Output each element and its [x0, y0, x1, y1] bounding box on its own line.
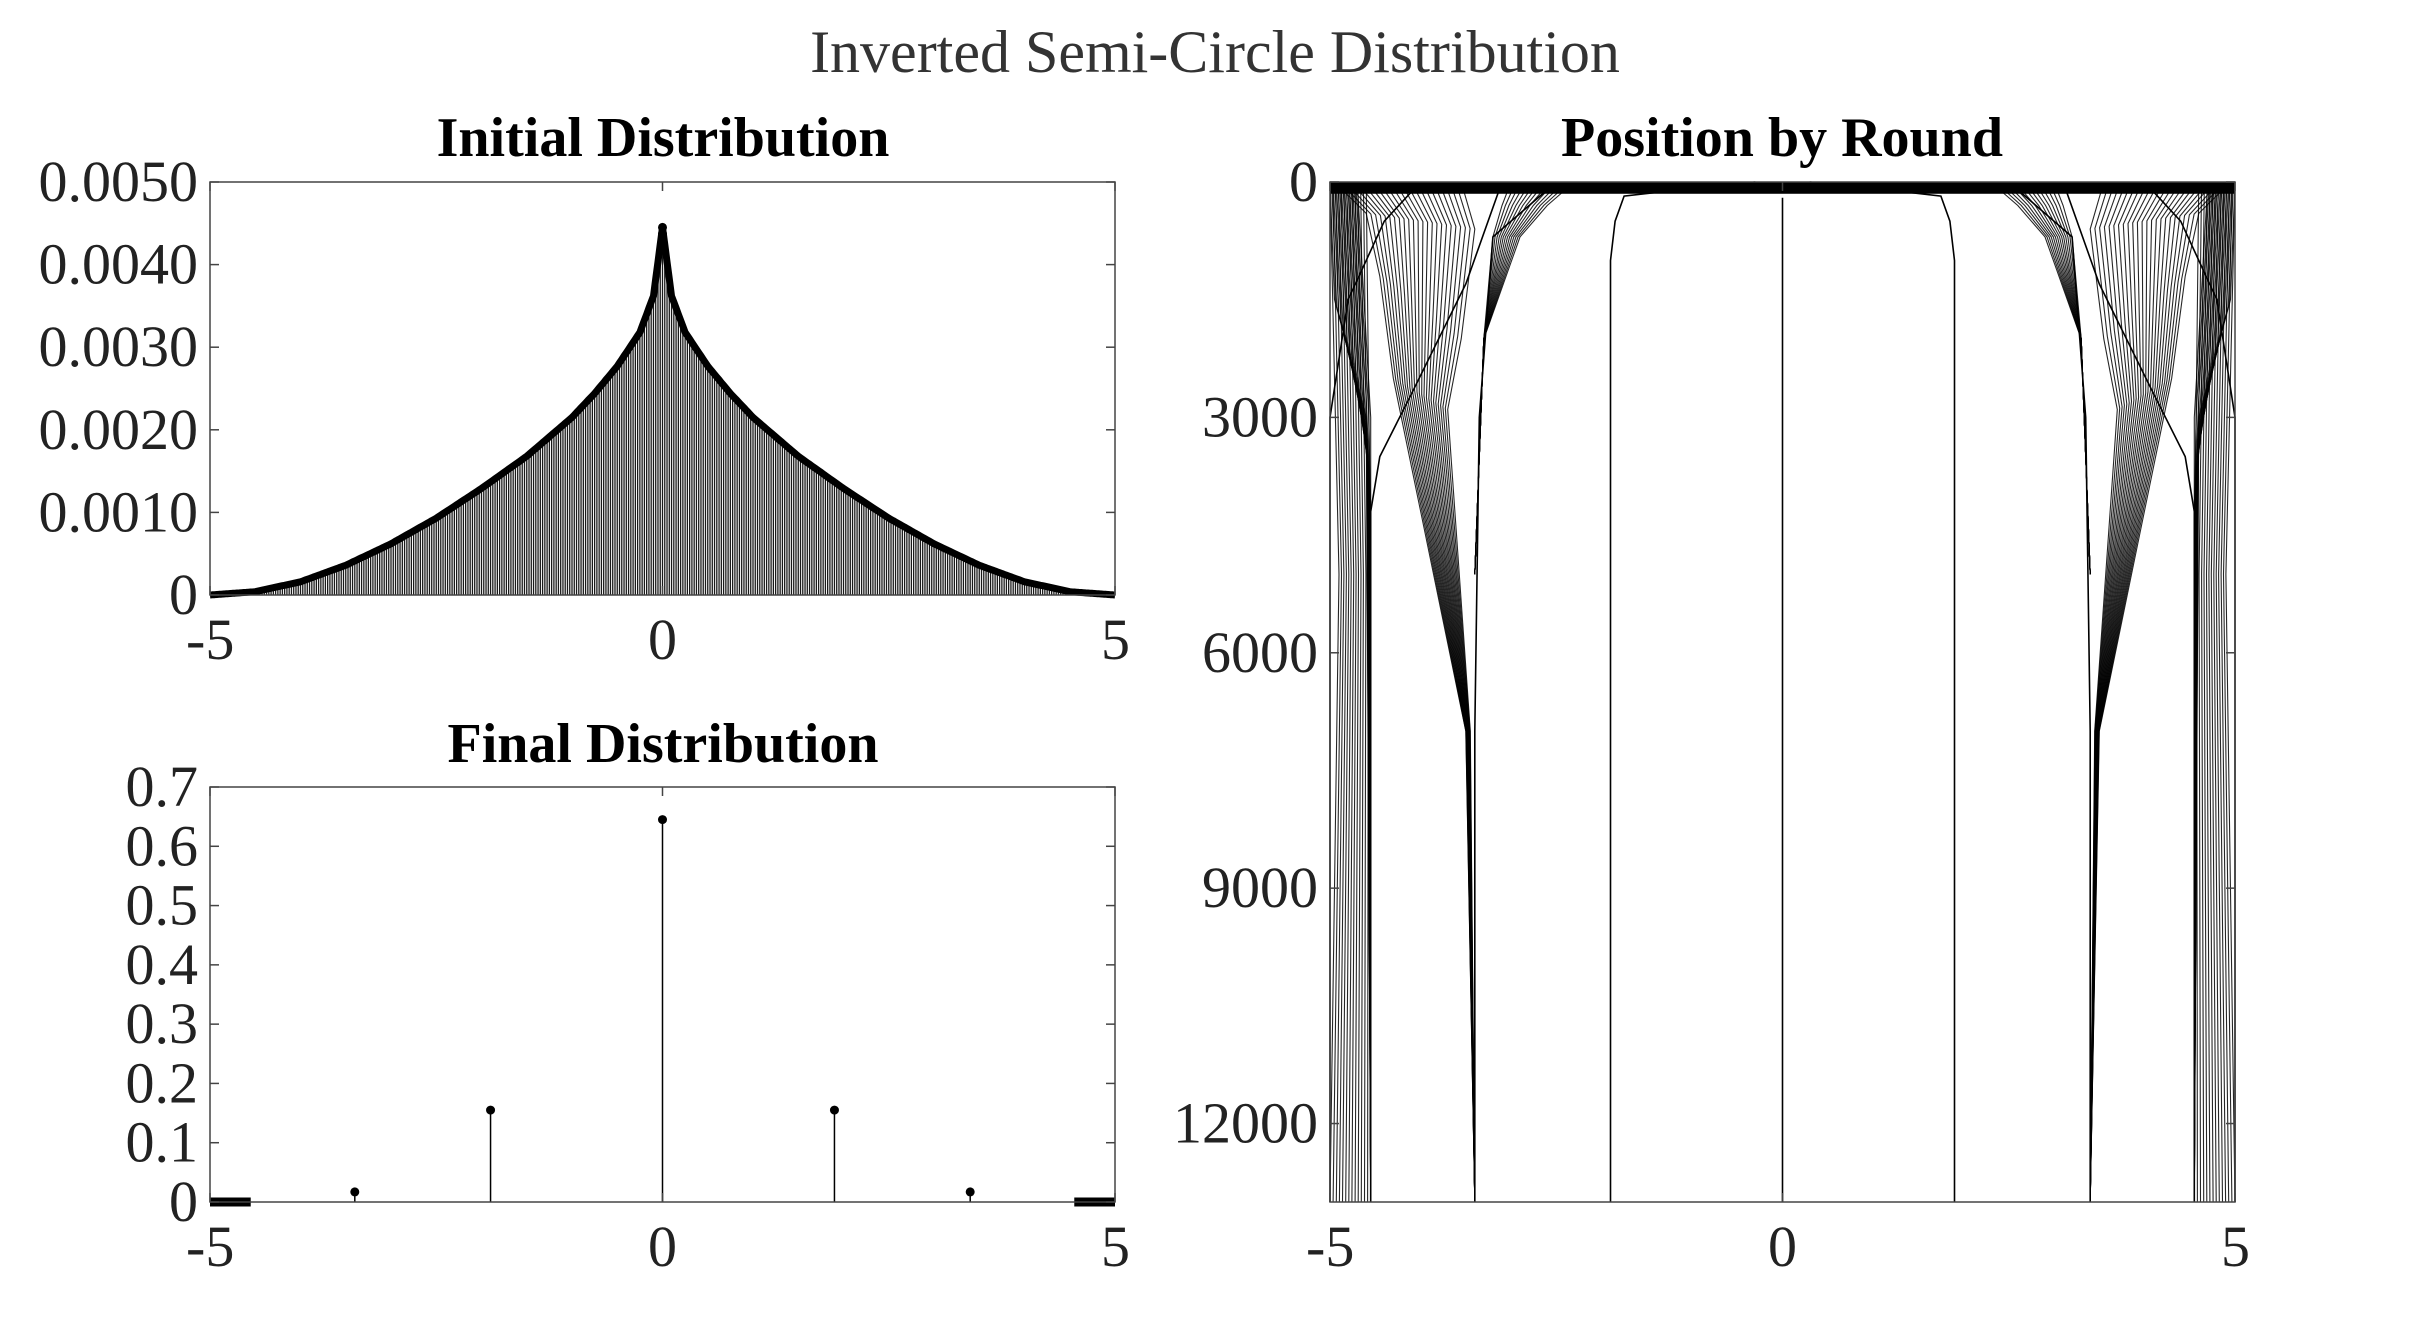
- trajectory-bundle-left-edge: [1348, 181, 1357, 1203]
- trajectory-bundle-left-edge: [1343, 181, 1352, 1203]
- trajectory-bundle-right-edge: [2198, 181, 2205, 1203]
- trajectory-bundle-right-mid: [2053, 181, 2091, 575]
- final-y-tick-label: 0.7: [126, 754, 199, 819]
- rounds-y-tick-label: 3000: [1202, 384, 1318, 449]
- trajectory-bundle-left-edge: [1337, 181, 1347, 1203]
- trajectory-bundle-right-edge: [2222, 181, 2233, 1203]
- final-stem-marker: [486, 1105, 496, 1115]
- initial-x-tick-label: -5: [186, 607, 234, 672]
- initial-distribution-panel: Initial Distribution -5 0 500.00100.00200.…: [39, 107, 1131, 672]
- initial-peak-marker: [658, 222, 667, 232]
- rounds-x-tick-label: 5: [2221, 1214, 2250, 1279]
- trajectory-bundle-right-edge: [2193, 181, 2200, 1202]
- final-y-tick-label: 0.2: [126, 1050, 199, 1115]
- rounds-x-tick-label: 0: [1768, 1214, 1797, 1279]
- initial-y-tick-label: 0.0030: [39, 314, 199, 379]
- trajectory-bundle-left-edge: [1365, 181, 1372, 1202]
- rounds-y-tick-label: 0: [1289, 149, 1318, 214]
- trajectory-bundle-right-edge: [2215, 181, 2225, 1203]
- initial-distribution-title: Initial Distribution: [437, 107, 890, 169]
- figure-title: Inverted Semi-Circle Distribution: [810, 19, 1620, 85]
- final-y-tick-label: 0.3: [126, 991, 199, 1056]
- rounds-y-tick-label: 9000: [1202, 855, 1318, 920]
- trajectory-bundle-left-edge: [1346, 181, 1355, 1203]
- trajectory-bundle-left-edge: [1360, 181, 1367, 1203]
- final-distribution-ticks: -5 0 500.10.20.30.40.50.60.7: [126, 754, 1131, 1279]
- initial-peak-marker: [658, 229, 667, 239]
- final-x-tick-label: -5: [186, 1214, 234, 1279]
- trajectory-line: [1609, 181, 1756, 1202]
- initial-y-tick-label: 0: [169, 562, 198, 627]
- initial-x-tick-label: 5: [1101, 607, 1130, 672]
- trajectory-bundle-left-edge: [1335, 181, 1345, 1203]
- trajectory-bundle-left-mid: [1474, 181, 1512, 575]
- trajectory-bundle-left-edge: [1329, 181, 1340, 1203]
- trajectory-bundle-right-edge: [2205, 181, 2214, 1203]
- final-y-tick-label: 0.1: [126, 1110, 199, 1175]
- trajectory-bundle-right-edge: [2196, 181, 2203, 1203]
- trajectory-bundle-right-edge: [2225, 181, 2236, 1203]
- final-stem-marker: [658, 815, 667, 825]
- trajectory-bundle-right-edge: [2213, 181, 2222, 1203]
- initial-x-tick-label: 0: [648, 607, 677, 672]
- trajectory-bundle-right-edge: [2220, 181, 2230, 1203]
- trajectory-bundle-left-edge: [1362, 181, 1369, 1203]
- rounds-y-tick-label: 6000: [1202, 620, 1318, 685]
- trajectory-bundle-right-edge: [2203, 181, 2211, 1203]
- trajectory-bundle-left-edge: [1357, 181, 1364, 1203]
- trajectory-bundle-left-inner: [1447, 181, 1476, 1203]
- position-by-round-panel: Position by Round -5 0 5 0 3000 6000 9000 12000: [1173, 107, 2250, 1279]
- position-by-round-title: Position by Round: [1561, 107, 2003, 169]
- final-y-tick-label: 0.5: [126, 873, 199, 938]
- trajectory-line: [1809, 181, 1956, 1202]
- trajectory-bundle-left-edge: [1351, 181, 1360, 1203]
- final-stem-marker: [965, 1187, 975, 1197]
- initial-y-tick-label: 0.0040: [39, 232, 199, 297]
- trajectory-bundle-left-edge: [1332, 181, 1343, 1203]
- final-stem-marker: [829, 1105, 839, 1115]
- initial-distribution-marks: [208, 222, 1117, 599]
- position-by-round-ticks: -5 0 5 0 3000 6000 9000 12000: [1173, 149, 2250, 1279]
- trajectory-bundle-right-inner: [2089, 181, 2118, 1203]
- final-distribution-panel: Final Distribution -5 0 500.10.20.30.40.50…: [126, 713, 1131, 1279]
- final-x-tick-label: 0: [648, 1214, 677, 1279]
- initial-y-tick-label: 0.0020: [39, 397, 199, 462]
- trajectory-bundle-right-edge: [2210, 181, 2219, 1203]
- final-x-tick-label: 5: [1101, 1214, 1130, 1279]
- final-y-tick-label: 0: [169, 1169, 198, 1234]
- final-stem-marker: [350, 1187, 360, 1197]
- trajectory-bundle-left-edge: [1340, 181, 1350, 1203]
- final-y-tick-label: 0.4: [126, 932, 199, 997]
- rounds-x-tick-label: -5: [1306, 1214, 1354, 1279]
- rounds-y-tick-label: 12000: [1173, 1091, 1318, 1156]
- initial-y-tick-label: 0.0050: [39, 149, 199, 214]
- trajectory-bundle-right-edge: [2208, 181, 2217, 1203]
- trajectory-bundle-right-edge: [2218, 181, 2228, 1203]
- trajectory-bundle-right-edge: [2201, 181, 2208, 1203]
- initial-y-tick-label: 0.0010: [39, 479, 199, 544]
- final-distribution-title: Final Distribution: [448, 713, 879, 775]
- trajectory-bundle-left-edge: [1354, 181, 1362, 1203]
- final-y-tick-label: 0.6: [126, 813, 199, 878]
